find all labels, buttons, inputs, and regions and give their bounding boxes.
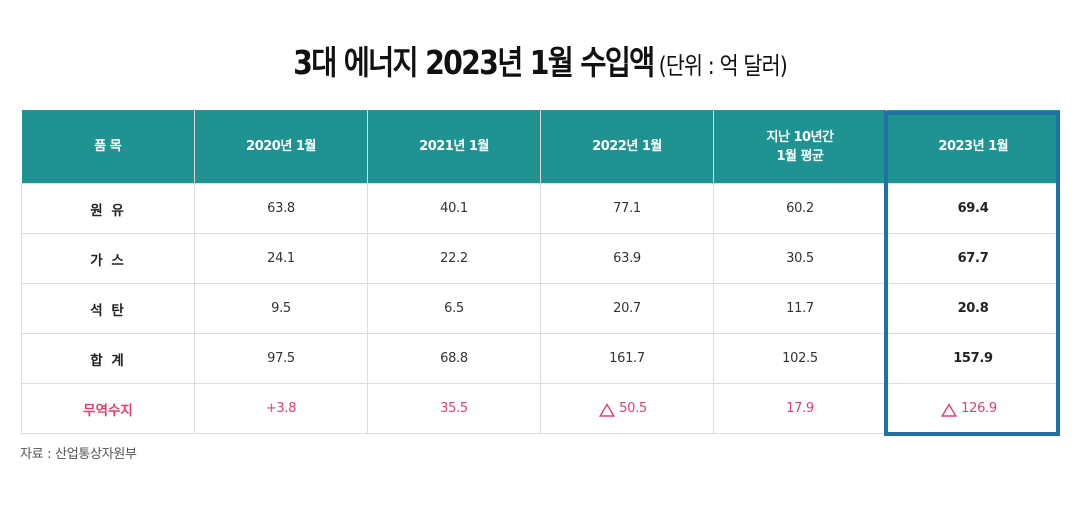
table-cell: 11.7: [713, 283, 887, 334]
header-label-line1: 지난 10년간: [766, 129, 834, 145]
header-label: 2020년 1월: [246, 139, 316, 154]
table-cell-highlight: 20.8: [886, 283, 1060, 334]
header-label-line2: 1월 평균: [776, 148, 824, 164]
table-cell: 35.5: [367, 383, 541, 434]
header-2023-jan: 2023년 1월: [886, 110, 1060, 184]
table-cell-deficit: 50.5: [540, 383, 714, 434]
header-label: 2021년 1월: [419, 139, 489, 154]
table-cell: 30.5: [713, 233, 887, 284]
table-cell: 20.7: [540, 283, 714, 334]
header-label: 품 목: [94, 139, 122, 154]
deficit-value: 126.9: [961, 401, 997, 416]
table-cell: 17.9: [713, 383, 887, 434]
header-label: 2022년 1월: [592, 139, 662, 154]
table-cell: 40.1: [367, 183, 541, 234]
title-main: 3대 에너지 2023년 1월 수입액: [293, 43, 655, 82]
table-cell: 63.8: [194, 183, 368, 234]
header-2021-jan: 2021년 1월: [367, 110, 541, 184]
table-row-coal: 석 탄 9.5 6.5 20.7 11.7 20.8: [21, 283, 1060, 334]
header-item: 품 목: [21, 110, 195, 184]
table-cell-highlight: 67.7: [886, 233, 1060, 284]
table-cell: 24.1: [194, 233, 368, 284]
row-label: 원 유: [21, 183, 195, 234]
table-cell: 161.7: [540, 333, 714, 384]
table-cell: 77.1: [540, 183, 714, 234]
row-label: 석 탄: [21, 283, 195, 334]
header-10yr-avg: 지난 10년간 1월 평균: [713, 110, 887, 184]
source-note: 자료 : 산업통상자원부: [20, 447, 137, 462]
row-label: 무역수지: [21, 383, 195, 434]
table-cell: +3.8: [194, 383, 368, 434]
table-row-crude-oil: 원 유 63.8 40.1 77.1 60.2 69.4: [21, 183, 1060, 234]
table-row-trade-balance: 무역수지 +3.8 35.5 50.5 17.9 126.9: [21, 383, 1060, 434]
table-cell: 63.9: [540, 233, 714, 284]
title-text: 3대 에너지 2023년 1월 수입액 (단위 : 억 달러): [293, 36, 788, 84]
energy-import-table: 품 목 2020년 1월 2021년 1월 2022년 1월 지난 10년간 1월…: [21, 110, 1060, 434]
table-cell-highlight: 69.4: [886, 183, 1060, 234]
table-cell: 9.5: [194, 283, 368, 334]
table-row-gas: 가 스 24.1 22.2 63.9 30.5 67.7: [21, 233, 1060, 284]
table-cell: 97.5: [194, 333, 368, 384]
header-row: 품 목 2020년 1월 2021년 1월 2022년 1월 지난 10년간 1월…: [21, 110, 1060, 184]
row-label: 합 계: [21, 333, 195, 384]
table-row-total: 합 계 97.5 68.8 161.7 102.5 157.9: [21, 333, 1060, 384]
header-label: 2023년 1월: [938, 139, 1009, 154]
header-2022-jan: 2022년 1월: [540, 110, 714, 184]
table-cell: 60.2: [713, 183, 887, 234]
page-title: 3대 에너지 2023년 1월 수입액 (단위 : 억 달러): [0, 36, 1080, 84]
table-cell: 102.5: [713, 333, 887, 384]
table-cell-highlight: 157.9: [886, 333, 1060, 384]
title-unit: (단위 : 억 달러): [658, 52, 788, 80]
deficit-value: 50.5: [619, 401, 647, 416]
table-cell: 68.8: [367, 333, 541, 384]
table-cell: 22.2: [367, 233, 541, 284]
row-label: 가 스: [21, 233, 195, 284]
table-cell: 6.5: [367, 283, 541, 334]
table-cell-highlight-deficit: 126.9: [886, 383, 1060, 434]
header-2020-jan: 2020년 1월: [194, 110, 368, 184]
